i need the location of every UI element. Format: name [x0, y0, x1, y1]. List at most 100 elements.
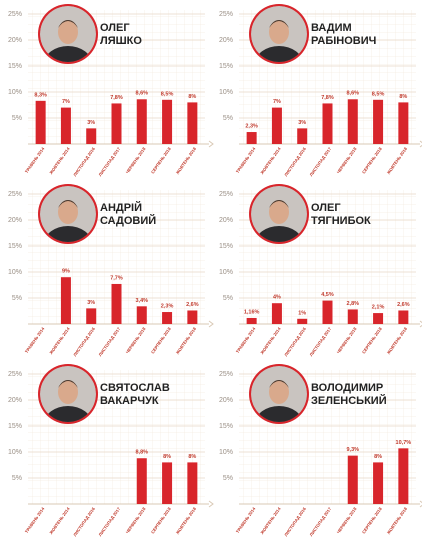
y-tick-label: 5%: [12, 295, 22, 302]
x-tick-label: ТРАВЕНЬ 2014: [24, 506, 46, 534]
value-label: 8%: [163, 454, 171, 460]
person-name: САДОВИЙ: [100, 214, 156, 227]
y-tick-label: 25%: [8, 11, 22, 18]
value-label: 8,8%: [136, 450, 149, 456]
x-tick-label: ЧЕРВЕНЬ 2018: [336, 326, 358, 355]
x-tick-label: СЕРПЕНЬ 2018: [150, 326, 172, 355]
y-tick-label: 25%: [8, 371, 22, 378]
bar: [398, 102, 409, 144]
bar: [297, 128, 308, 144]
bar: [347, 309, 358, 324]
value-label: 8,5%: [372, 91, 385, 97]
value-label: 8,3%: [34, 92, 47, 98]
value-label: 7,7%: [110, 275, 123, 281]
bar: [60, 277, 71, 324]
portrait: [38, 4, 98, 64]
x-tick-label: СЕРПЕНЬ 2018: [361, 146, 383, 175]
portrait-head: [269, 20, 289, 44]
bar: [271, 303, 282, 324]
x-tick-label: ЛИСТОПАД 2016: [283, 506, 307, 537]
bar: [373, 462, 384, 504]
value-label: 2,6%: [186, 302, 199, 308]
portrait-hair: [58, 20, 78, 28]
portrait: [249, 364, 309, 424]
y-tick-label: 5%: [223, 475, 233, 482]
y-tick-label: 10%: [8, 89, 22, 96]
value-label: 7,8%: [110, 95, 123, 101]
person-name: ВАДИМ: [311, 22, 352, 34]
y-tick-label: 10%: [8, 269, 22, 276]
y-tick-label: 5%: [12, 115, 22, 122]
bar: [60, 107, 71, 144]
bar: [136, 458, 147, 504]
portrait-body: [255, 226, 303, 242]
portrait-hair: [269, 20, 289, 28]
bar: [35, 100, 46, 144]
bar: [322, 300, 333, 324]
x-tick-label: СЕРПЕНЬ 2018: [150, 506, 172, 535]
x-tick-label: ЛИСТОПАД 2016: [72, 326, 96, 357]
value-label: 7%: [62, 99, 70, 105]
value-label: 8%: [188, 94, 196, 100]
x-tick-label: ЛИСТОПАД 2016: [72, 506, 96, 537]
person-name: ЛЯШКО: [100, 35, 142, 47]
y-tick-label: 15%: [8, 423, 22, 430]
bar: [162, 462, 173, 504]
bar: [162, 99, 173, 144]
y-tick-label: 20%: [219, 37, 233, 44]
y-tick-label: 25%: [219, 191, 233, 198]
value-label: 1%: [298, 310, 306, 316]
x-tick-label: ЖОВТЕНЬ 2014: [259, 146, 282, 176]
portrait-figure: [251, 366, 307, 422]
bar: [347, 455, 358, 504]
x-tick-label: ЖОВТЕНЬ 2018: [385, 506, 408, 536]
value-label: 9,3%: [347, 447, 360, 453]
portrait: [38, 364, 98, 424]
portrait: [249, 4, 309, 64]
value-label: 3%: [87, 300, 95, 306]
chart-panel: 5% 10% 15% 20% 25% ТРАВЕНЬ 2014 8,3% ЖОВТЕНЬ 20…: [8, 4, 214, 177]
x-tick-label: ЧЕРВЕНЬ 2018: [125, 326, 147, 355]
portrait-body: [255, 46, 303, 62]
portrait-hair: [269, 380, 289, 388]
y-tick-label: 20%: [219, 217, 233, 224]
chart-panel: 5%10%15%20%25%ТРАВЕНЬ 2014 ЖОВТЕНЬ 2014 ЛИ…: [219, 364, 422, 537]
bar: [398, 310, 409, 324]
x-tick-label: ТРАВЕНЬ 2014: [235, 506, 257, 534]
bar: [373, 99, 384, 144]
person-name: ЗЕЛЕНСЬКИЙ: [311, 394, 387, 407]
y-tick-label: 10%: [219, 89, 233, 96]
portrait-body: [255, 406, 303, 422]
portrait-figure: [40, 366, 96, 422]
axis-arrow: [208, 500, 214, 508]
y-tick-label: 15%: [219, 243, 233, 250]
x-tick-label: ЖОВТЕНЬ 2014: [48, 146, 71, 176]
value-label: 3%: [87, 120, 95, 126]
x-tick-label: ЛИСТОПАД 2016: [283, 326, 307, 357]
portrait-body: [44, 226, 92, 242]
x-tick-label: ЖОВТЕНЬ 2018: [174, 326, 197, 356]
portrait-head: [269, 200, 289, 224]
chart-panel: 5% 10% 15% 20% 25% ТРАВЕНЬ 2014 1,16% ЖОВТЕНЬ 2…: [219, 184, 422, 357]
x-tick-label: СЕРПЕНЬ 2018: [361, 326, 383, 355]
y-tick-label: 5%: [223, 115, 233, 122]
person-name: ВАКАРЧУК: [100, 395, 159, 407]
y-tick-label: 20%: [8, 37, 22, 44]
value-label: 7%: [273, 99, 281, 105]
bar: [398, 448, 409, 504]
y-tick-label: 20%: [219, 397, 233, 404]
y-tick-label: 5%: [12, 475, 22, 482]
bar: [111, 103, 122, 144]
chart-panel: 5% 10% 15% 20% 25% ТРАВЕНЬ 2014 ЖОВТЕНЬ 2014 9%…: [8, 184, 214, 357]
bar: [86, 308, 97, 324]
portrait-hair: [58, 200, 78, 208]
value-label: 8%: [188, 454, 196, 460]
x-tick-label: ЖОВТЕНЬ 2014: [259, 506, 282, 536]
value-label: 4,5%: [321, 292, 334, 298]
value-label: 2,6%: [397, 302, 410, 308]
x-tick-label: ЛИСТОПАД 2017: [97, 326, 121, 357]
axis-arrow: [419, 320, 422, 328]
axis-arrow: [208, 320, 214, 328]
x-tick-label: ЖОВТЕНЬ 2018: [174, 146, 197, 176]
x-tick-label: ЛИСТОПАД 2017: [308, 326, 332, 357]
